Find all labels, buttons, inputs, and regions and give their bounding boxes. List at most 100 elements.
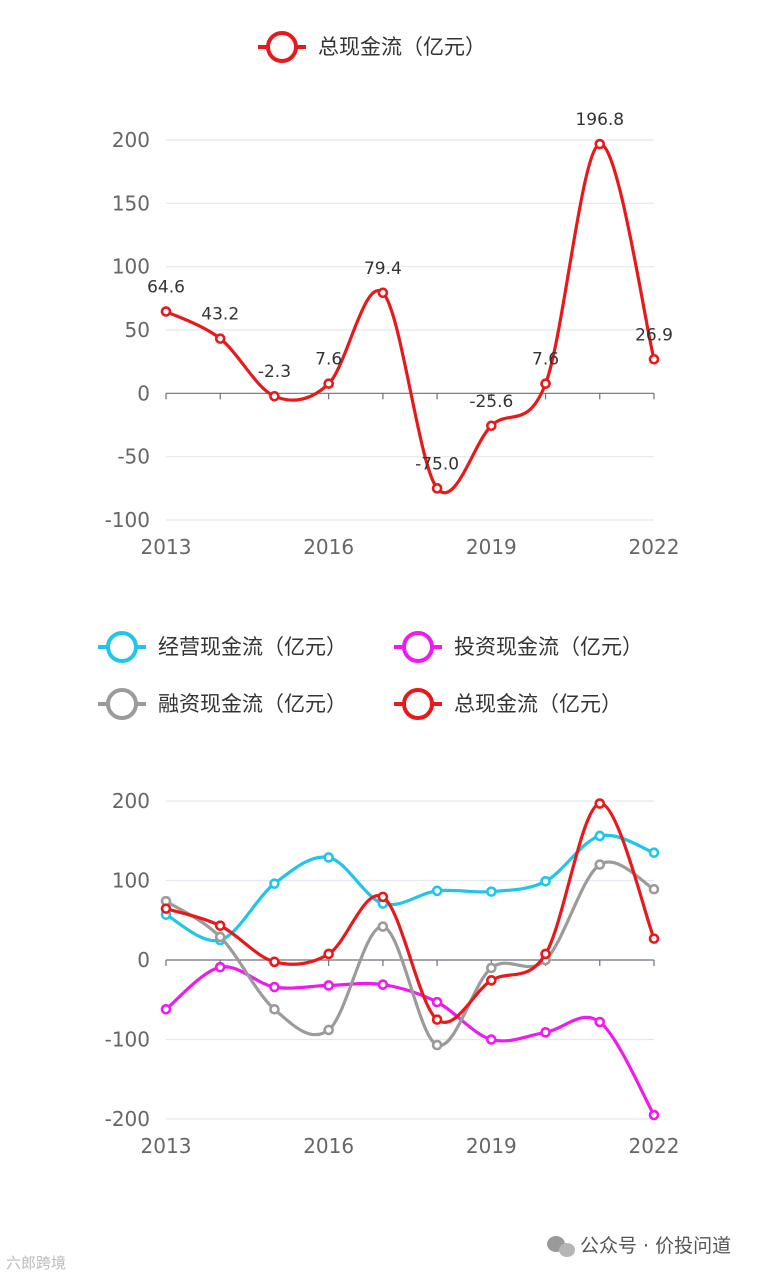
chart1-x-tick-label: 2022	[629, 535, 680, 559]
chart2-legend-marker-investing	[402, 631, 434, 663]
chart2-data-point[interactable]	[431, 885, 443, 897]
chart1-legend-label: 总现金流（亿元）	[318, 35, 486, 59]
chart2-data-point[interactable]	[377, 921, 389, 932]
chart2-data-point[interactable]	[269, 956, 280, 968]
chart2-data-point[interactable]	[648, 1109, 660, 1121]
chart1-y-tick-label: -100	[105, 508, 150, 532]
chart2-legend-label-investing: 投资现金流（亿元）	[454, 635, 643, 659]
chart2-legend-marker-total	[402, 688, 434, 720]
chart1-x-tick-label: 2019	[466, 535, 517, 559]
chart2-data-point[interactable]	[323, 852, 334, 863]
chart2-y-tick-label: 0	[137, 948, 150, 972]
watermark-left-text: 六郎跨境	[6, 1254, 66, 1272]
chart2-data-point[interactable]	[486, 962, 497, 974]
chart2-data-point[interactable]	[214, 931, 226, 943]
watermark-left: 六郎跨境	[6, 1254, 66, 1272]
chart1-data-point[interactable]	[648, 353, 660, 365]
chart2-data-point[interactable]	[377, 891, 389, 903]
chart1-data-point[interactable]	[269, 390, 280, 402]
chart2-legend-item-investing[interactable]: 投资现金流（亿元）	[394, 631, 643, 663]
chart2-series-line-0	[165, 833, 655, 943]
chart1-y-tick-label: 100	[112, 255, 150, 279]
chart1-y-tick-label: 200	[112, 128, 150, 152]
chart2-series-line-3	[165, 801, 656, 1024]
chart1-data-point[interactable]	[594, 138, 606, 150]
chart2-data-point[interactable]	[594, 859, 606, 870]
chart2-data-point[interactable]	[540, 1027, 551, 1038]
chart1-series-line-0	[165, 142, 656, 495]
chart1-y-tick-label: 50	[125, 318, 150, 342]
chart2-data-point[interactable]	[594, 798, 606, 809]
chart1-data-label: -25.6	[469, 392, 513, 412]
chart2-plot: -200 -100 0 100 200 2013 2016 2019 2022	[105, 789, 680, 1158]
chart2-data-point[interactable]	[594, 1016, 606, 1028]
chart1-x-tick-label: 2013	[141, 535, 192, 559]
chart2-data-point[interactable]	[269, 981, 280, 993]
watermark-right: 公众号 · 价投问道	[547, 1235, 731, 1257]
chart2-legend-item-total[interactable]: 总现金流（亿元）	[394, 688, 622, 720]
chart2-data-point[interactable]	[214, 920, 226, 931]
chart2-data-point[interactable]	[648, 933, 660, 944]
chart2-data-point[interactable]	[323, 980, 334, 991]
chart1-data-point[interactable]	[323, 378, 334, 390]
chart1-plot: -100 -50 0 50 100 150 200 2013 2016 2019 2022 64.6 4…	[105, 110, 680, 559]
chart2-data-point[interactable]	[269, 878, 280, 889]
chart2-series-line-2	[165, 860, 655, 1047]
chart2-data-point[interactable]	[540, 948, 551, 960]
chart2-data-point[interactable]	[377, 979, 389, 990]
chart2-legend: 经营现金流（亿元） 投资现金流（亿元） 融资现金流（亿元） 总现金流（亿元）	[98, 631, 643, 720]
wechat-icon	[547, 1236, 575, 1257]
chart1-data-point[interactable]	[160, 306, 172, 317]
chart2-data-point[interactable]	[431, 996, 443, 1008]
chart2-data-point[interactable]	[486, 1034, 497, 1045]
chart1-x-tick-label: 2016	[303, 535, 354, 559]
chart2-data-point[interactable]	[648, 883, 660, 895]
chart1-data-label: 7.6	[315, 350, 342, 370]
chart2-x-tick-label: 2013	[141, 1134, 192, 1158]
chart2-data-point[interactable]	[540, 875, 551, 887]
chart2-y-tick-label: 200	[112, 789, 150, 813]
chart1-data-label: 43.2	[201, 305, 239, 325]
chart1-data-point[interactable]	[431, 483, 443, 494]
chart2-data-point[interactable]	[648, 847, 660, 858]
chart2-legend-label-financing: 融资现金流（亿元）	[158, 692, 347, 716]
chart1-data-point[interactable]	[486, 420, 497, 432]
chart1-data-label: 64.6	[147, 278, 185, 298]
chart2-data-point[interactable]	[431, 1039, 443, 1051]
chart2-legend-item-financing[interactable]: 融资现金流（亿元）	[98, 688, 347, 720]
chart1-legend[interactable]: 总现金流（亿元）	[258, 31, 486, 63]
chart2-y-tick-label: -100	[105, 1028, 150, 1052]
chart2-data-point[interactable]	[269, 1003, 280, 1015]
chart2-data-point[interactable]	[323, 948, 334, 960]
chart2-legend-label-operating: 经营现金流（亿元）	[158, 635, 347, 659]
chart1-y-tick-label: 0	[137, 381, 150, 405]
chart2-legend-item-operating[interactable]: 经营现金流（亿元）	[98, 631, 347, 663]
chart2-legend-label-total: 总现金流（亿元）	[454, 692, 622, 716]
chart1-data-point[interactable]	[214, 333, 226, 344]
chart2-data-point[interactable]	[431, 1014, 443, 1025]
chart1-data-point[interactable]	[540, 378, 551, 390]
watermark-right-text: 公众号 · 价投问道	[580, 1235, 731, 1257]
chart2-x-tick-label: 2016	[303, 1134, 354, 1158]
chart1-y-tick-label: 150	[112, 191, 150, 215]
chart2-data-point[interactable]	[160, 1003, 172, 1015]
chart1-data-label: 7.6	[532, 350, 559, 370]
chart1-data-label: 26.9	[635, 325, 673, 345]
chart2-data-point[interactable]	[486, 975, 497, 986]
chart2-legend-marker-financing	[106, 688, 138, 720]
chart2-data-point[interactable]	[214, 961, 226, 973]
chart2-legend-marker-operating	[106, 631, 138, 663]
chart1-data-label: -2.3	[258, 362, 291, 382]
chart2-data-point[interactable]	[486, 886, 497, 897]
chart2-x-tick-label: 2019	[466, 1134, 517, 1158]
chart2-data-point[interactable]	[594, 830, 606, 842]
chart2-y-tick-label: 100	[112, 869, 150, 893]
chart2-x-tick-label: 2022	[629, 1134, 680, 1158]
chart1-legend-marker	[266, 31, 298, 63]
chart1-data-label: 196.8	[575, 110, 624, 130]
chart1-data-point[interactable]	[377, 287, 389, 299]
chart1-data-label: -75.0	[415, 454, 459, 474]
chart2-data-point[interactable]	[160, 903, 172, 914]
chart2-data-point[interactable]	[323, 1024, 334, 1036]
